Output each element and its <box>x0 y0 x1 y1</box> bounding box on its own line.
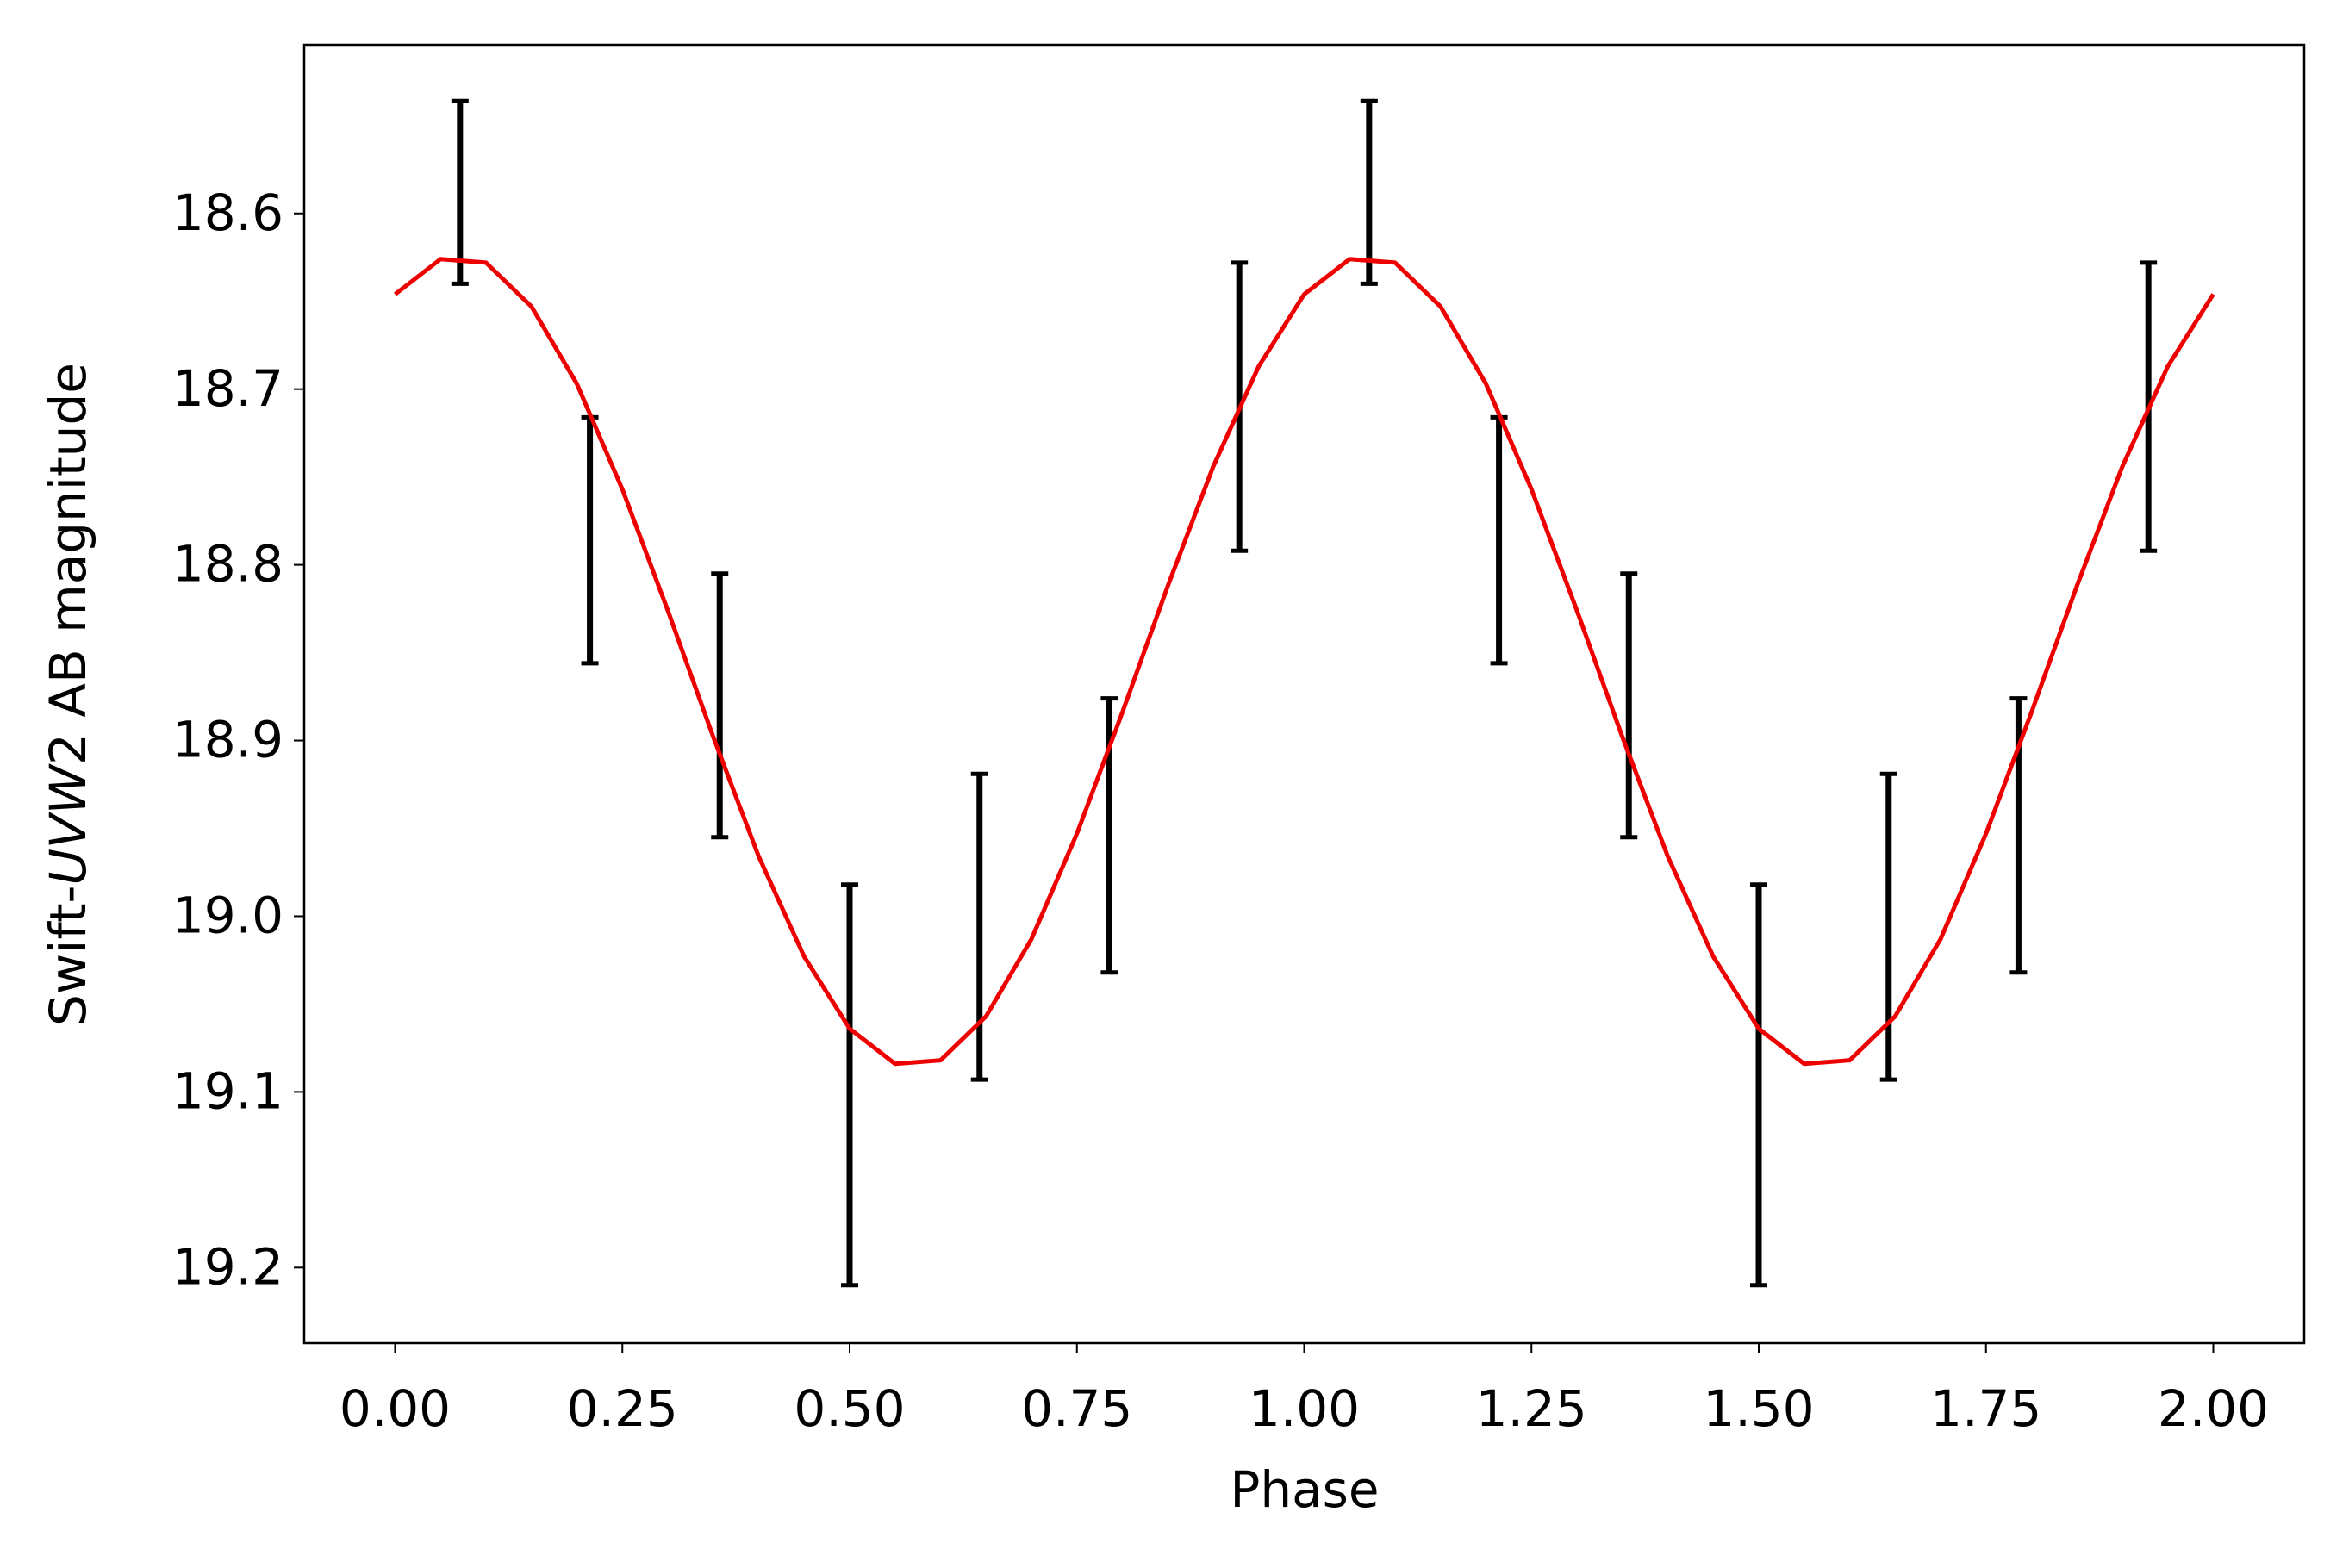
y-label-part: Swift- <box>39 886 97 1026</box>
fit-curve <box>393 257 2215 1067</box>
x-tick-label: 0.25 <box>567 1379 678 1438</box>
x-tick-label: 2.00 <box>2158 1379 2269 1438</box>
x-tick-label: 1.75 <box>1930 1379 2041 1438</box>
y-axis-label: Swift-UVW2 AB magnitude <box>39 363 97 1026</box>
y-tick-label: 18.6 <box>172 184 284 242</box>
x-tick-label: 0.50 <box>794 1379 905 1438</box>
x-tick-label: 0.75 <box>1021 1379 1132 1438</box>
x-tick-label: 1.50 <box>1703 1379 1814 1438</box>
x-tick-label: 0.00 <box>340 1379 451 1438</box>
x-tick-label: 1.00 <box>1249 1379 1360 1438</box>
y-tick-label: 18.8 <box>172 535 284 594</box>
y-tick-label: 19.1 <box>172 1061 284 1120</box>
y-tick-label: 18.7 <box>172 359 284 418</box>
plot-frame <box>302 43 2306 1345</box>
x-tick-label: 1.25 <box>1476 1379 1587 1438</box>
y-label-part: UVW <box>39 762 97 885</box>
y-label-part: 2 AB magnitude <box>39 363 97 765</box>
y-tick-label: 19.2 <box>172 1237 284 1296</box>
x-axis-label: Phase <box>1230 1460 1379 1519</box>
y-tick-label: 18.9 <box>172 711 284 769</box>
y-tick-label: 19.0 <box>172 887 284 945</box>
